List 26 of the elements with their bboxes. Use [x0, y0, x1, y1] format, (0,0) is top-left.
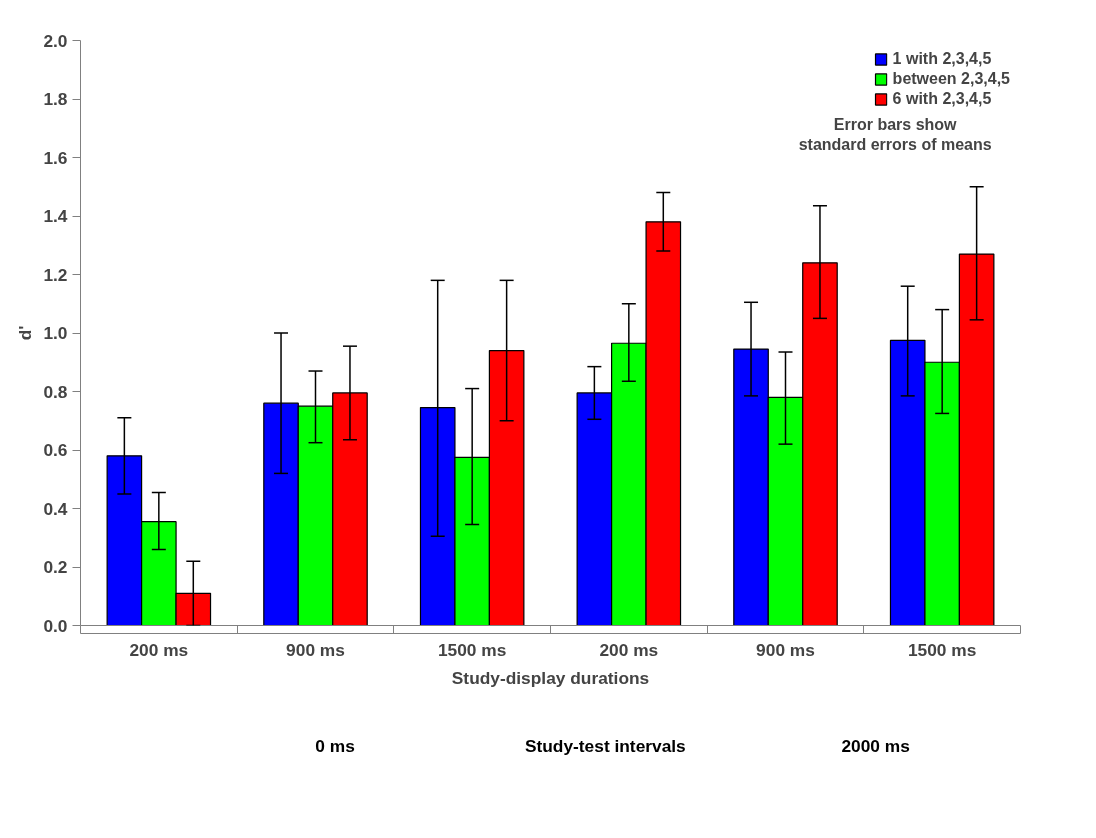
- y-axis-title: d': [15, 325, 36, 341]
- x-tick-label: 1500 ms: [907, 639, 977, 660]
- y-tick-label: 1.8: [43, 89, 68, 109]
- legend-label: between 2,3,4,5: [892, 70, 1010, 88]
- y-tick-label: 1.4: [43, 206, 68, 226]
- y-tick-label: 0.0: [43, 615, 68, 636]
- y-tick-label: 0.4: [43, 498, 68, 519]
- x-axis-title: Study-display durations: [451, 667, 650, 688]
- y-tick-label: 0.2: [43, 557, 68, 577]
- y-tick-label: 1.0: [43, 323, 68, 343]
- text: 2000 ms: [841, 735, 910, 756]
- x-tick-label: 1500 ms: [437, 639, 507, 660]
- annotation: Error bars show standard errors of means: [798, 115, 992, 153]
- x-tick-label: 900 ms: [286, 639, 345, 660]
- legend-label: 1 with 2,3,4,5: [892, 50, 992, 68]
- legend-label: 6 with 2,3,4,5: [892, 90, 992, 108]
- x-tick-label: 200 ms: [599, 639, 659, 660]
- y-tick-label: 0.6: [43, 440, 68, 460]
- text: 0 ms: [315, 735, 355, 756]
- y-tick-label: 0.8: [43, 381, 68, 402]
- x-tick-label: 200 ms: [129, 639, 189, 660]
- text: Study-test intervals: [524, 735, 686, 756]
- y-tick-label: 2.0: [43, 30, 68, 51]
- x-tick-label: 900 ms: [756, 639, 815, 660]
- y-tick-label: 1.6: [43, 147, 68, 168]
- y-tick-label: 1.2: [43, 264, 68, 285]
